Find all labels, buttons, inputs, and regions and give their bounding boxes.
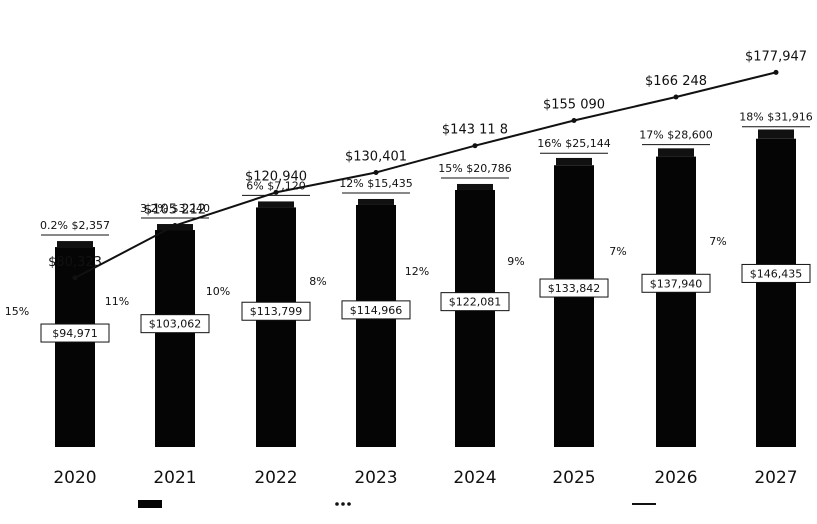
legend-swatch-dots-1 (335, 502, 339, 506)
side-label-2020: 15% (5, 305, 29, 318)
bar-2021 (155, 230, 195, 447)
top-segment-label-2023: 12% $15,435 (339, 177, 412, 190)
total-point-2027 (773, 69, 779, 75)
top-segment-label-2024: 15% $20,786 (438, 162, 511, 175)
total-label-2022: $120,940 (245, 169, 307, 184)
side-label-2021: 11% (105, 295, 129, 308)
top-segment-2020 (57, 241, 93, 248)
bar-label-2020: $94,971 (52, 327, 98, 340)
bar-label-2022: $113,799 (250, 305, 303, 318)
x-tick-label-2020: 2020 (53, 468, 96, 488)
bar-2023 (356, 204, 396, 447)
total-label-2021: $105 212 (144, 203, 206, 218)
side-label-2023: 8% (309, 275, 326, 288)
side-label-2025: 9% (507, 255, 524, 268)
total-label-2020: $80,323 (48, 255, 102, 270)
top-segment-2025 (556, 157, 592, 166)
x-tick-label-2021: 2021 (153, 468, 196, 488)
x-tick-label-2023: 2023 (354, 468, 397, 488)
bar-2026 (656, 156, 696, 447)
legend-swatch-bar (138, 500, 162, 508)
total-label-2026: $166 248 (645, 74, 707, 89)
x-tick-label-2022: 2022 (254, 468, 297, 488)
total-point-2025 (571, 117, 577, 123)
total-label-2024: $143 11 8 (442, 123, 508, 138)
bar-label-box-2022 (241, 301, 311, 321)
total-label-2027: $177,947 (745, 49, 807, 64)
side-label-2024: 12% (405, 265, 429, 278)
total-point-2020 (72, 275, 78, 281)
bar-2025 (554, 165, 594, 448)
total-label-2025: $155 090 (543, 97, 605, 112)
top-segment-label-2026: 17% $28,600 (639, 129, 712, 142)
top-segment-label-2027: 18% $31,916 (739, 111, 812, 124)
top-segment-2026 (658, 148, 694, 157)
bar-label-2021: $103,062 (149, 318, 202, 331)
side-label-2027: 7% (709, 235, 726, 248)
bar-2027 (756, 138, 796, 447)
bar-2022 (256, 207, 296, 447)
x-tick-label-2025: 2025 (552, 468, 595, 488)
top-segment-label-2020: 0.2% $2,357 (40, 219, 110, 232)
bar-label-box-2024 (440, 292, 510, 312)
top-segment-2027 (758, 129, 794, 139)
top-segment-2022 (258, 201, 294, 208)
bar-label-2023: $114,966 (350, 304, 403, 317)
top-segment-label-2025: 16% $25,144 (537, 137, 610, 150)
top-segment-2023 (358, 198, 394, 205)
total-point-2023 (373, 169, 379, 175)
bar-label-box-2020 (40, 323, 110, 343)
bar-label-box-2021 (140, 314, 210, 334)
x-tick-label-2026: 2026 (654, 468, 697, 488)
total-point-2026 (673, 94, 679, 100)
x-tick-label-2027: 2027 (754, 468, 797, 488)
total-point-2024 (472, 143, 478, 149)
bar-label-2024: $122,081 (449, 296, 502, 309)
bar-label-box-2023 (341, 300, 411, 320)
bar-label-box-2027 (741, 263, 811, 283)
total-label-2023: $130,401 (345, 149, 407, 164)
bar-label-2027: $146,435 (750, 267, 803, 280)
legend-swatch-dots-3 (347, 502, 351, 506)
bar-label-2025: $133,842 (548, 282, 601, 295)
top-segment-label-2021: 3.2% $3,240 (140, 202, 210, 215)
bar-label-box-2025 (539, 278, 609, 298)
total-point-2021 (172, 223, 178, 229)
x-tick-label-2024: 2024 (453, 468, 496, 488)
total-line (74, 71, 777, 279)
bar-2024 (455, 189, 495, 447)
legend-swatch-dots-2 (341, 502, 345, 506)
side-label-2022: 10% (206, 285, 230, 298)
bar-label-box-2026 (641, 273, 711, 293)
total-point-2022 (273, 189, 279, 195)
bar-label-2026: $137,940 (650, 277, 703, 290)
side-label-2026: 7% (609, 245, 626, 258)
top-segment-2024 (457, 183, 493, 190)
